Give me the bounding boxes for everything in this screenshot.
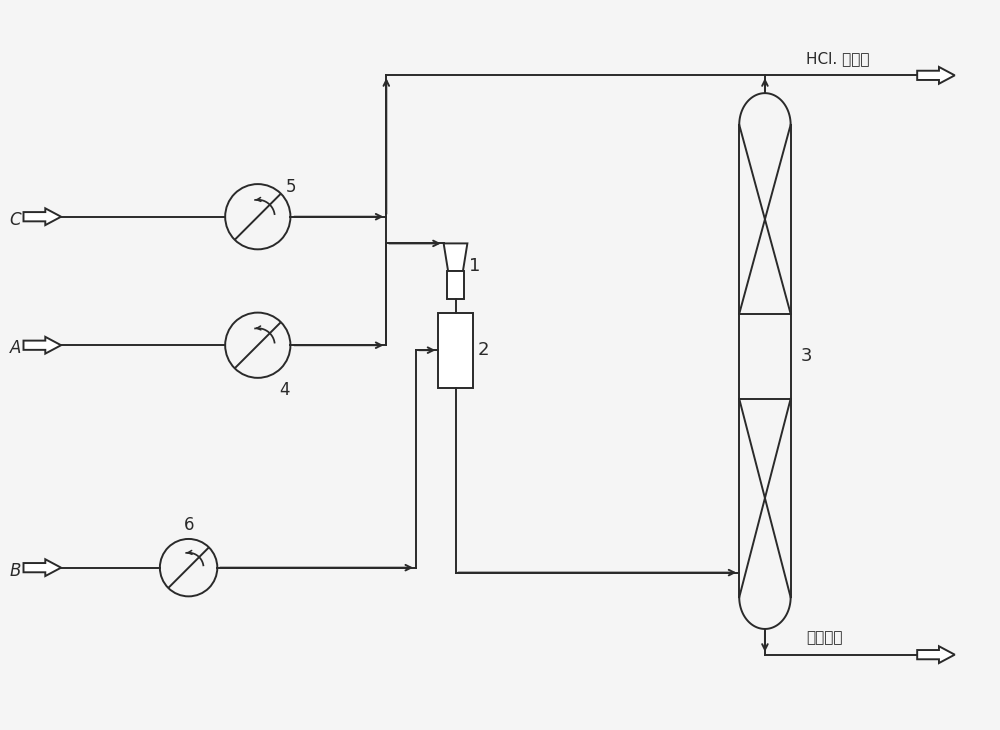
Polygon shape xyxy=(24,208,61,225)
Text: 3: 3 xyxy=(801,347,812,365)
Polygon shape xyxy=(24,337,61,353)
Text: 1: 1 xyxy=(469,257,481,275)
Bar xyxy=(438,312,473,388)
Text: C: C xyxy=(10,211,21,228)
Text: 5: 5 xyxy=(285,178,296,196)
Polygon shape xyxy=(917,646,955,663)
Text: 4: 4 xyxy=(280,380,290,399)
Text: 6: 6 xyxy=(184,516,194,534)
Polygon shape xyxy=(444,243,467,271)
Text: B: B xyxy=(10,561,21,580)
Text: 2: 2 xyxy=(477,341,489,359)
Polygon shape xyxy=(24,559,61,576)
Polygon shape xyxy=(917,67,955,84)
Bar xyxy=(447,271,464,299)
Text: A: A xyxy=(10,339,21,357)
Text: 精馏提线: 精馏提线 xyxy=(806,630,843,645)
Text: HCl. 光气等: HCl. 光气等 xyxy=(806,52,870,66)
